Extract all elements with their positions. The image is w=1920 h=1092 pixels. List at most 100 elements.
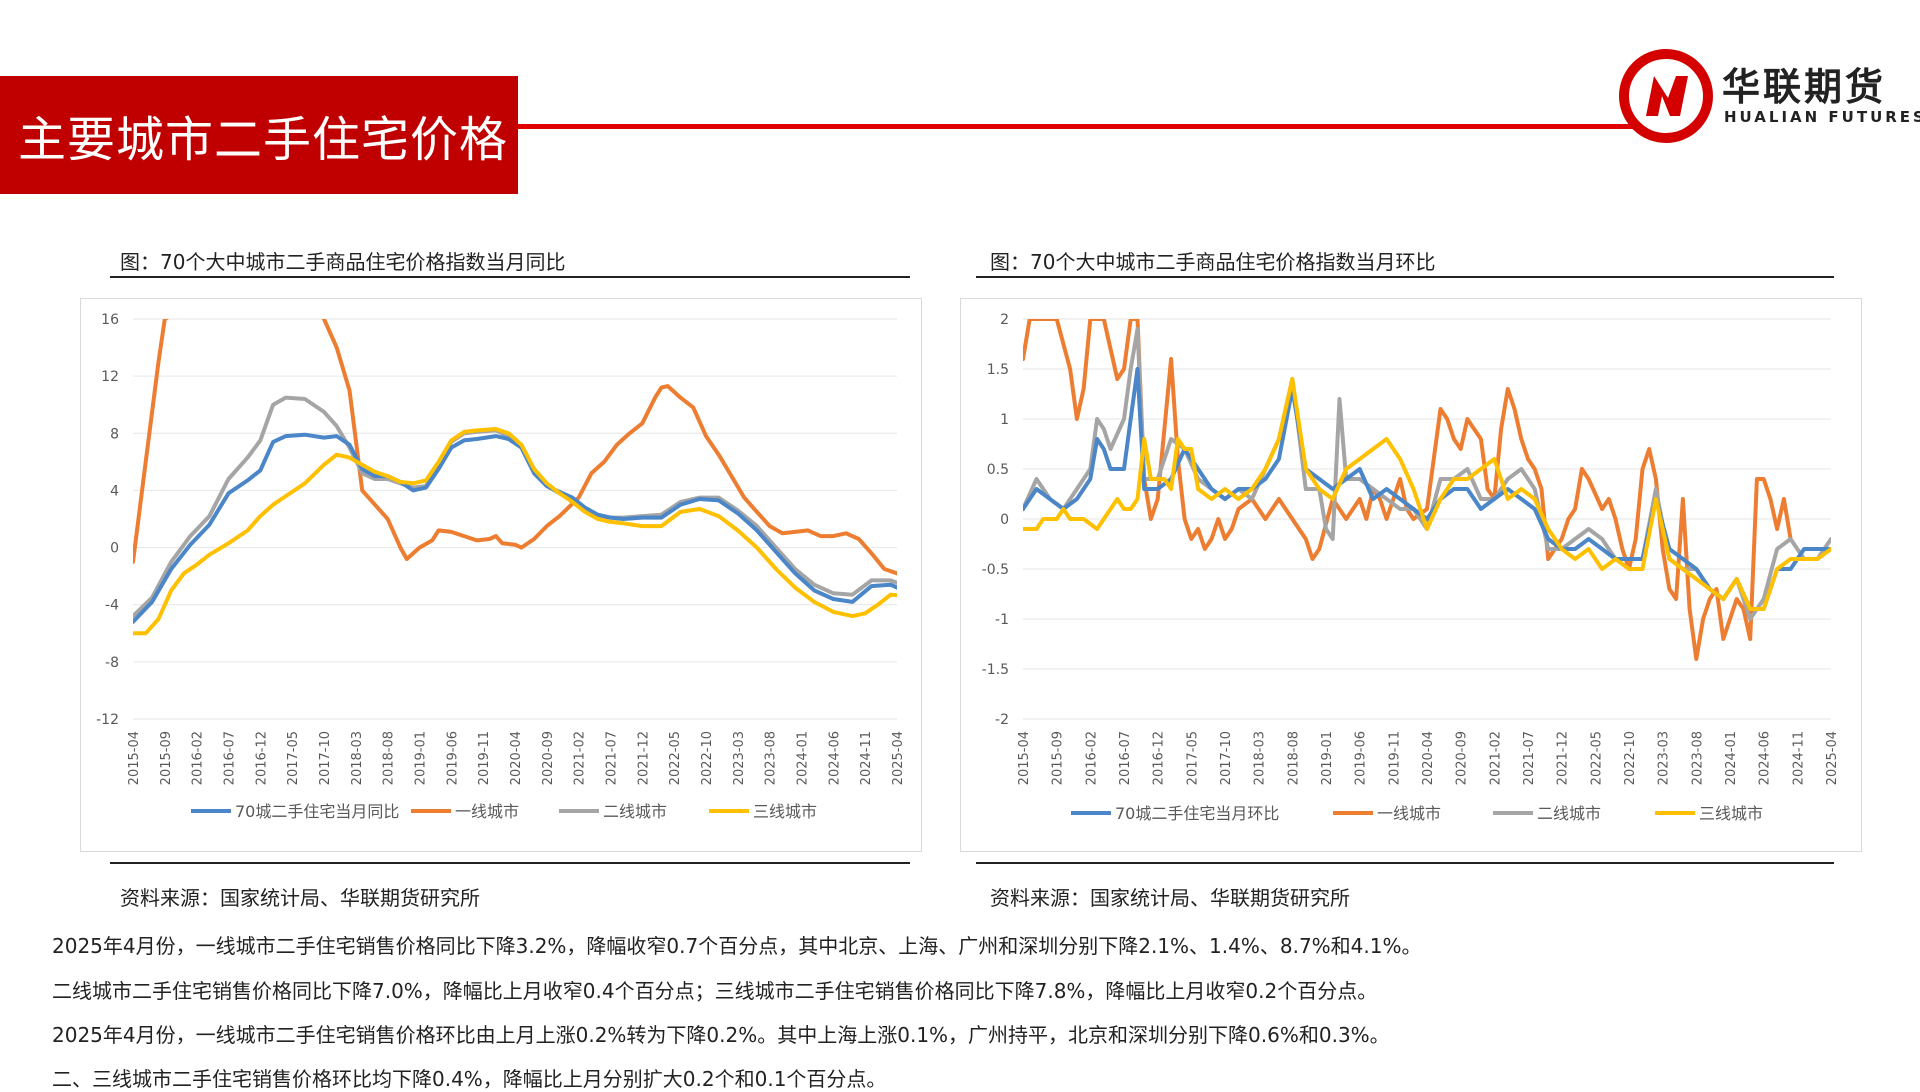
- x-tick-label: 2018-03: [350, 731, 365, 785]
- x-tick-label: 2023-03: [1657, 731, 1672, 785]
- x-tick-label: 2023-08: [764, 731, 779, 785]
- y-tick-label: 2: [1000, 312, 1009, 328]
- x-tick-label: 2019-11: [477, 731, 492, 785]
- x-tick-label: 2022-10: [700, 731, 715, 785]
- page-title: 主要城市二手住宅价格: [18, 112, 509, 168]
- series-line: [133, 319, 897, 576]
- x-tick-label: 2022-10: [1623, 731, 1638, 785]
- series-line: [1023, 367, 1831, 611]
- x-tick-label: 2020-09: [541, 731, 556, 785]
- x-tick-label: 2023-03: [732, 731, 747, 785]
- x-tick-label: 2019-11: [1387, 731, 1402, 785]
- x-tick-label: 2016-02: [1084, 731, 1099, 785]
- x-tick-label: 2021-12: [1556, 731, 1571, 785]
- x-tick-label: 2022-05: [1589, 731, 1604, 785]
- x-tick-label: 2023-08: [1690, 731, 1705, 785]
- mom-line-chart: 2 1.5 1 0.5 0 -0.5 -1 -1.5 -2 2015-04 2015-09 2016-…: [982, 312, 1840, 823]
- y-tick-label: 12: [101, 369, 119, 385]
- x-tick-label: 2016-12: [254, 731, 269, 785]
- x-tick-label: 2019-01: [1320, 731, 1335, 785]
- x-tick-label: 2017-05: [1185, 731, 1200, 785]
- x-tick-label: 2019-06: [1354, 731, 1369, 785]
- x-tick-label: 2020-09: [1455, 731, 1470, 785]
- y-tick-label: 8: [110, 426, 119, 442]
- series-line: [1023, 377, 1831, 611]
- y-tick-label: 1: [1000, 412, 1009, 428]
- x-tick-label: 2025-04: [1825, 731, 1840, 785]
- series-line: [133, 427, 897, 636]
- legend-label: 二线城市: [603, 802, 667, 821]
- x-tick-label: 2015-04: [127, 731, 142, 785]
- y-tick-label: 0.5: [987, 462, 1009, 478]
- x-tick-label: 2016-07: [223, 731, 238, 785]
- x-tick-label: 2016-07: [1118, 731, 1133, 785]
- logo-name-cn: 华联期货: [1722, 65, 1887, 109]
- x-tick-label: 2021-02: [1488, 731, 1503, 785]
- x-tick-label: 2015-04: [1017, 731, 1032, 785]
- x-tick-label: 2017-10: [318, 731, 333, 785]
- legend-label: 三线城市: [753, 802, 817, 821]
- x-tick-label: 2021-12: [636, 731, 651, 785]
- chart-frame-yoy: 16 12 8 4 0 -4 -8 -12 2015-04 2015-09 2016-02 2016-…: [80, 298, 922, 852]
- x-tick-label: 2025-04: [891, 731, 906, 785]
- y-tick-label: -0.5: [982, 562, 1009, 578]
- y-tick-label: 0: [110, 541, 119, 557]
- y-tick-label: -1: [995, 612, 1009, 628]
- x-tick-label: 2015-09: [159, 731, 174, 785]
- x-tick-label: 2021-07: [605, 731, 620, 785]
- hualian-logo-icon: [1619, 49, 1713, 143]
- paragraph-3: 2025年4月份，一线城市二手住宅销售价格环比由上月上涨0.2%转为下降0.2%…: [52, 1023, 1390, 1047]
- source-rule-left: [110, 862, 910, 864]
- legend-label: 三线城市: [1699, 804, 1763, 823]
- caption-rule-left: [110, 276, 910, 278]
- title-banner: 主要城市二手住宅价格: [0, 76, 518, 194]
- x-tick-label: 2024-06: [827, 731, 842, 785]
- x-tick-label: 2021-07: [1522, 731, 1537, 785]
- x-tick-label: 2018-08: [1286, 731, 1301, 785]
- x-tick-label: 2021-02: [573, 731, 588, 785]
- x-tick-label: 2024-06: [1758, 731, 1773, 785]
- series-line: [1023, 327, 1831, 621]
- x-tick-label: 2018-08: [382, 731, 397, 785]
- y-tick-label: 16: [101, 312, 119, 328]
- series-line: [133, 395, 897, 619]
- series-line: [1023, 319, 1793, 661]
- source-note-right: 资料来源：国家统计局、华联期货研究所: [990, 886, 1350, 910]
- x-tick-label: 2019-06: [445, 731, 460, 785]
- x-tick-label: 2018-03: [1253, 731, 1268, 785]
- caption-rule-right: [976, 276, 1834, 278]
- legend-label: 70城二手住宅当月环比: [1115, 804, 1279, 823]
- x-tick-label: 2024-01: [796, 731, 811, 785]
- yoy-line-chart: 16 12 8 4 0 -4 -8 -12 2015-04 2015-09 2016-02 2016-…: [96, 312, 906, 821]
- legend-label: 二线城市: [1537, 804, 1601, 823]
- chart-title-yoy: 图：70个大中城市二手商品住宅价格指数当月同比: [120, 250, 566, 274]
- y-tick-label: -2: [995, 712, 1009, 728]
- y-tick-label: -12: [96, 712, 119, 728]
- x-tick-label: 2017-05: [286, 731, 301, 785]
- x-tick-label: 2024-11: [859, 731, 874, 785]
- source-rule-right: [976, 862, 1834, 864]
- x-tick-label: 2024-01: [1724, 731, 1739, 785]
- y-tick-label: -1.5: [982, 662, 1009, 678]
- chart-frame-mom: 2 1.5 1 0.5 0 -0.5 -1 -1.5 -2 2015-04 2015-09 2016-…: [960, 298, 1862, 852]
- paragraph-2: 二线城市二手住宅销售价格同比下降7.0%，降幅比上月收窄0.4个百分点；三线城市…: [52, 979, 1378, 1003]
- paragraph-4: 二、三线城市二手住宅销售价格环比均下降0.4%，降幅比上月分别扩大0.2个和0.…: [52, 1067, 887, 1091]
- series-line: [133, 432, 897, 624]
- logo-name-en: HUALIAN FUTURES: [1724, 108, 1920, 126]
- y-tick-label: -4: [105, 598, 119, 614]
- x-tick-label: 2022-05: [668, 731, 683, 785]
- chart-title-mom: 图：70个大中城市二手商品住宅价格指数当月环比: [990, 250, 1436, 274]
- x-tick-label: 2020-04: [509, 731, 524, 785]
- y-tick-label: 1.5: [987, 362, 1009, 378]
- x-tick-label: 2017-10: [1219, 731, 1234, 785]
- legend-label: 一线城市: [455, 802, 519, 821]
- x-tick-label: 2016-02: [191, 731, 206, 785]
- legend-label: 一线城市: [1377, 804, 1441, 823]
- legend-label: 70城二手住宅当月同比: [235, 802, 399, 821]
- x-tick-label: 2024-11: [1791, 731, 1806, 785]
- y-tick-label: -8: [105, 655, 119, 671]
- y-tick-label: 4: [110, 483, 119, 499]
- y-tick-label: 0: [1000, 512, 1009, 528]
- title-rule: [518, 124, 1636, 129]
- x-tick-label: 2015-09: [1051, 731, 1066, 785]
